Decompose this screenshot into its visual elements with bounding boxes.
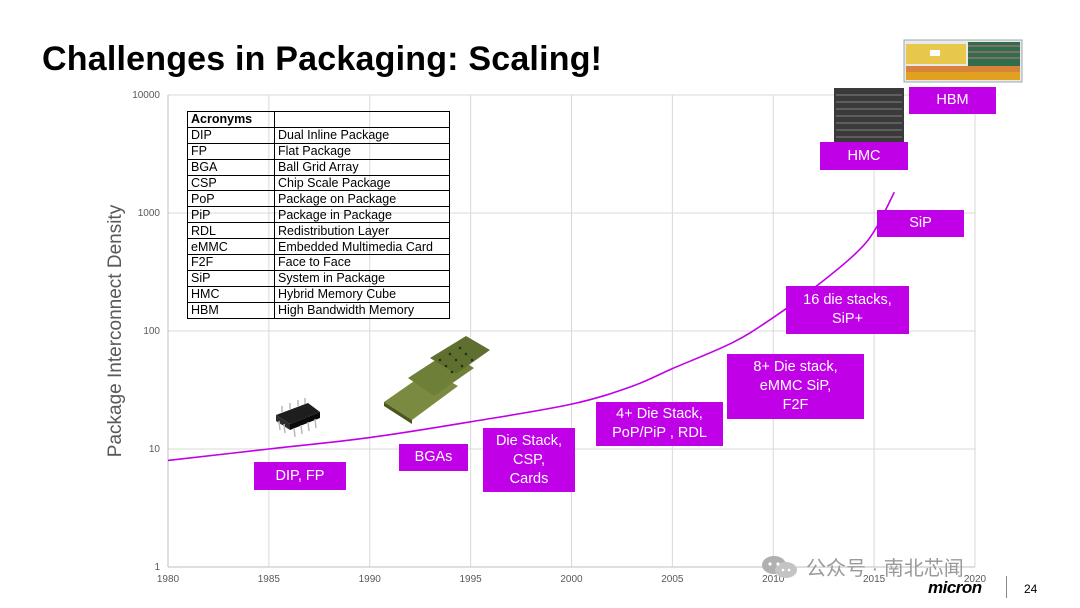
- table-row: CSP Chip Scale Package: [187, 174, 450, 192]
- acronym-abbr: SiP: [187, 269, 275, 287]
- acronym-full: System in Package: [274, 269, 450, 287]
- x-tick-label: 2020: [964, 574, 987, 585]
- x-tick-label: 2010: [762, 574, 785, 585]
- x-tick-label: 2000: [560, 574, 583, 585]
- acronym-full: Redistribution Layer: [274, 222, 450, 240]
- acronym-abbr: DIP: [187, 126, 275, 144]
- label-eight-plus: 8+ Die stack, eMMC SiP, F2F: [727, 354, 864, 419]
- x-tick-label: 1995: [460, 574, 483, 585]
- acronyms-table: Acronyms DIP Dual Inline Package FP Flat P…: [187, 111, 450, 319]
- series-line: [167, 191, 896, 462]
- table-row: SiP System in Package: [187, 269, 450, 287]
- brand-logo: micron: [928, 578, 982, 597]
- wechat-icon: [762, 555, 797, 578]
- label-four-plus: 4+ Die Stack, PoP/PiP , RDL: [596, 402, 723, 446]
- y-tick-label: 10000: [132, 90, 160, 101]
- table-row: BGA Ball Grid Array: [187, 158, 450, 176]
- table-row: HMC Hybrid Memory Cube: [187, 285, 450, 303]
- acronym-full: Hybrid Memory Cube: [274, 285, 450, 303]
- x-tick-label: 1980: [157, 574, 180, 585]
- table-row: RDL Redistribution Layer: [187, 222, 450, 240]
- label-sixteen: 16 die stacks, SiP+: [786, 286, 909, 334]
- y-tick-label: 1000: [138, 208, 161, 219]
- table-row: PoP Package on Package: [187, 190, 450, 208]
- page-title: Challenges in Packaging: Scaling!: [42, 40, 603, 78]
- acronyms-header-empty: [274, 111, 450, 128]
- y-tick-label: 10: [149, 444, 161, 455]
- acronym-abbr: PiP: [187, 206, 275, 224]
- label-dip-fp: DIP, FP: [254, 462, 346, 490]
- acronym-abbr: FP: [187, 142, 275, 160]
- label-hmc: HMC: [820, 142, 908, 170]
- acronym-abbr: PoP: [187, 190, 275, 208]
- y-tick-label: 100: [143, 326, 160, 337]
- acronyms-header: Acronyms: [187, 111, 275, 128]
- x-tick-label: 2015: [863, 574, 886, 585]
- acronym-abbr: CSP: [187, 174, 275, 192]
- chart-ticks: 1980 1985 1990 1995 2000 2005 2010 2015 2020 1 10 1…: [132, 90, 986, 585]
- chart-series: [167, 191, 896, 462]
- acronyms-header-row: Acronyms: [187, 111, 450, 128]
- label-hbm: HBM: [909, 87, 996, 114]
- acronym-abbr: HMC: [187, 285, 275, 303]
- table-row: DIP Dual Inline Package: [187, 126, 450, 144]
- page-number: 24: [1024, 582, 1038, 596]
- brand-divider: [1006, 576, 1007, 598]
- label-bgas: BGAs: [399, 444, 468, 471]
- acronym-full: Dual Inline Package: [274, 126, 450, 144]
- acronym-full: Flat Package: [274, 142, 450, 160]
- dip-chip-image: [276, 398, 320, 438]
- acronym-full: Chip Scale Package: [274, 174, 450, 192]
- acronym-abbr: HBM: [187, 301, 275, 319]
- x-tick-label: 1985: [258, 574, 281, 585]
- watermark-text: 公众号 · 南北芯闻: [806, 558, 964, 580]
- hmc-image: [834, 88, 904, 142]
- watermark: 公众号 · 南北芯闻: [760, 552, 964, 581]
- hbm-image: [903, 39, 1023, 83]
- label-sip: SiP: [877, 210, 964, 237]
- x-tick-label: 1990: [359, 574, 382, 585]
- table-row: FP Flat Package: [187, 142, 450, 160]
- acronym-abbr: BGA: [187, 158, 275, 176]
- y-tick-label: 1: [154, 562, 160, 573]
- label-die-stack: Die Stack, CSP, Cards: [483, 428, 575, 492]
- acronym-full: Package on Package: [274, 190, 450, 208]
- acronym-full: High Bandwidth Memory: [274, 301, 450, 319]
- bga-image: [384, 336, 490, 424]
- acronym-full: Package in Package: [274, 206, 450, 224]
- acronym-full: Ball Grid Array: [274, 158, 450, 176]
- table-row: HBM High Bandwidth Memory: [187, 301, 450, 319]
- table-row: eMMC Embedded Multimedia Card: [187, 238, 450, 256]
- acronym-abbr: eMMC: [187, 238, 275, 256]
- table-row: PiP Package in Package: [187, 206, 450, 224]
- acronym-abbr: RDL: [187, 222, 275, 240]
- x-tick-label: 2005: [661, 574, 684, 585]
- acronym-abbr: F2F: [187, 254, 275, 271]
- acronym-full: Face to Face: [274, 254, 450, 271]
- table-row: F2F Face to Face: [187, 254, 450, 271]
- acronym-full: Embedded Multimedia Card: [274, 238, 450, 256]
